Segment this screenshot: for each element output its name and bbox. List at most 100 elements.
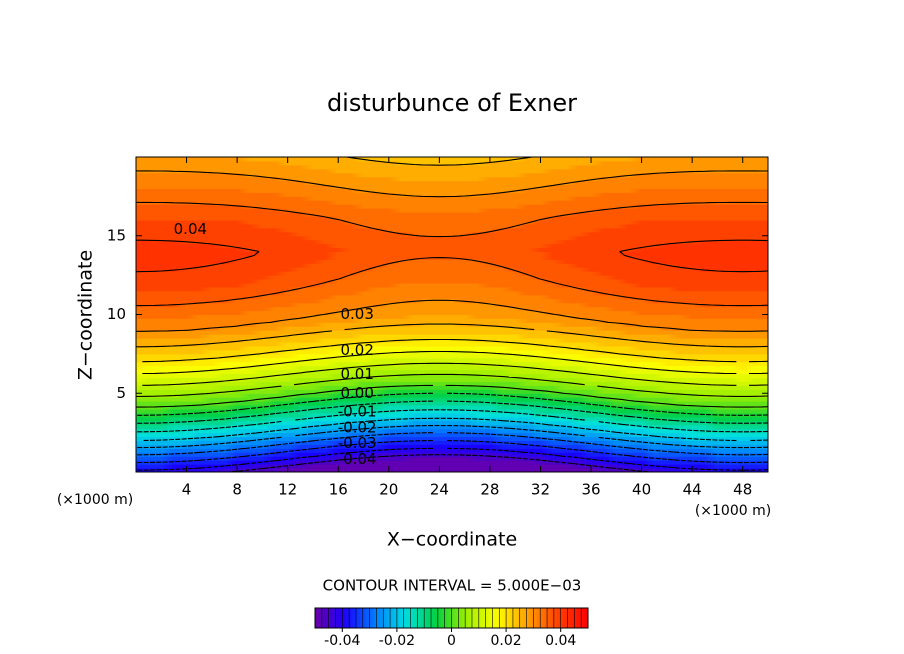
x-tick-label: 32 [531, 481, 550, 499]
y-axis-label: Z−coordinate [75, 250, 97, 380]
field-strip [136, 239, 768, 245]
field-strip [136, 377, 768, 382]
field-strip [136, 282, 768, 288]
field-strip [136, 345, 768, 351]
field-strip [136, 270, 768, 276]
contour-line [136, 373, 769, 397]
contour-line [136, 384, 769, 408]
field-strip [136, 231, 768, 237]
x-axis-label: X−coordinate [387, 529, 517, 551]
contour-label: 0.04 [174, 220, 207, 238]
field-strip [136, 223, 768, 229]
x-tick-label: 12 [278, 481, 297, 499]
colorbar-tick-label: -0.02 [379, 633, 415, 649]
field-strip [136, 333, 768, 339]
field-strip [136, 251, 768, 256]
field-strip [136, 286, 768, 292]
contour-line [136, 170, 769, 332]
contour-label: -0.03 [338, 434, 377, 452]
field-strip [136, 262, 768, 268]
field-strip [136, 408, 768, 414]
contour-line [136, 424, 769, 449]
x-tick-label: 40 [632, 481, 651, 499]
colorbar-tick-label: -0.04 [324, 633, 360, 649]
contour-label: 0.00 [340, 384, 373, 402]
field-strip [136, 274, 768, 280]
field-strip [136, 388, 768, 394]
field-strip [136, 180, 768, 186]
field-strip [136, 443, 768, 449]
field-strip [136, 459, 768, 465]
field-strip [136, 156, 768, 162]
field-strip [136, 424, 768, 430]
field-strip [136, 195, 768, 201]
contour-line [142, 350, 769, 375]
field-strip [136, 440, 768, 445]
field-strip [136, 191, 768, 197]
field-strip [136, 290, 768, 296]
field-strip [136, 215, 768, 221]
field-strip [136, 211, 768, 217]
contour-line [135, 239, 769, 273]
contour-interval: CONTOUR INTERVAL = 5.000E−03 [323, 577, 582, 595]
field-strip [136, 278, 768, 284]
contour-line [136, 409, 769, 433]
field-strip [136, 247, 768, 252]
field-strip [136, 266, 768, 272]
contour-line [142, 362, 769, 386]
field-strip [136, 353, 768, 359]
field-strip [136, 164, 768, 170]
field-strip [136, 227, 768, 233]
field-strip [136, 373, 768, 378]
field-strip [136, 384, 768, 390]
colorbar-tick-label: 0 [447, 633, 456, 649]
x-tick-label: 28 [480, 481, 499, 499]
contour-line [136, 201, 769, 307]
field-strip [136, 317, 768, 323]
field-strip [136, 420, 768, 426]
x-tick-label: 48 [733, 481, 752, 499]
field-strip [136, 188, 768, 193]
contour-label: 0.02 [340, 341, 373, 359]
contour-line [136, 447, 769, 471]
contour-label: 0.03 [340, 305, 373, 323]
field-strip [136, 463, 768, 469]
x-tick-label: 8 [232, 481, 242, 499]
x-unit-label: (×1000 m) [695, 503, 771, 519]
field-strip [136, 172, 768, 178]
field-strip [136, 404, 768, 410]
x-tick-label: 16 [329, 481, 348, 499]
field-strip [136, 203, 768, 209]
contour-line [135, 439, 769, 464]
contour-label: -0.04 [338, 450, 377, 468]
field-strip [136, 306, 768, 312]
field-strip [136, 341, 768, 347]
field-strip [136, 207, 768, 213]
field-strip [136, 447, 768, 453]
contour-label: -0.02 [338, 418, 377, 436]
contour-line [142, 417, 769, 442]
field-strip [136, 329, 768, 335]
field-strip [136, 428, 768, 434]
field-strip [136, 294, 768, 300]
field-strip [136, 314, 768, 319]
chart-title: disturbunce of Exner [327, 89, 577, 117]
y-tick-label: 5 [116, 384, 126, 402]
contour-label: 0.01 [340, 365, 373, 383]
contour-line [135, 400, 769, 424]
field-strip [136, 380, 768, 386]
x-tick-label: 44 [683, 481, 702, 499]
field-strip [136, 432, 768, 438]
field-strip [136, 396, 768, 402]
x-tick-label: 4 [182, 481, 192, 499]
contour-label: -0.01 [338, 403, 377, 421]
field-strip [136, 310, 768, 315]
field-strip [136, 235, 768, 241]
y-tick-label: 10 [107, 305, 126, 323]
field-strip [136, 369, 768, 375]
field-strip [136, 455, 768, 461]
field-strip [136, 199, 768, 205]
field-strip [136, 357, 768, 363]
field-strip [136, 392, 768, 398]
